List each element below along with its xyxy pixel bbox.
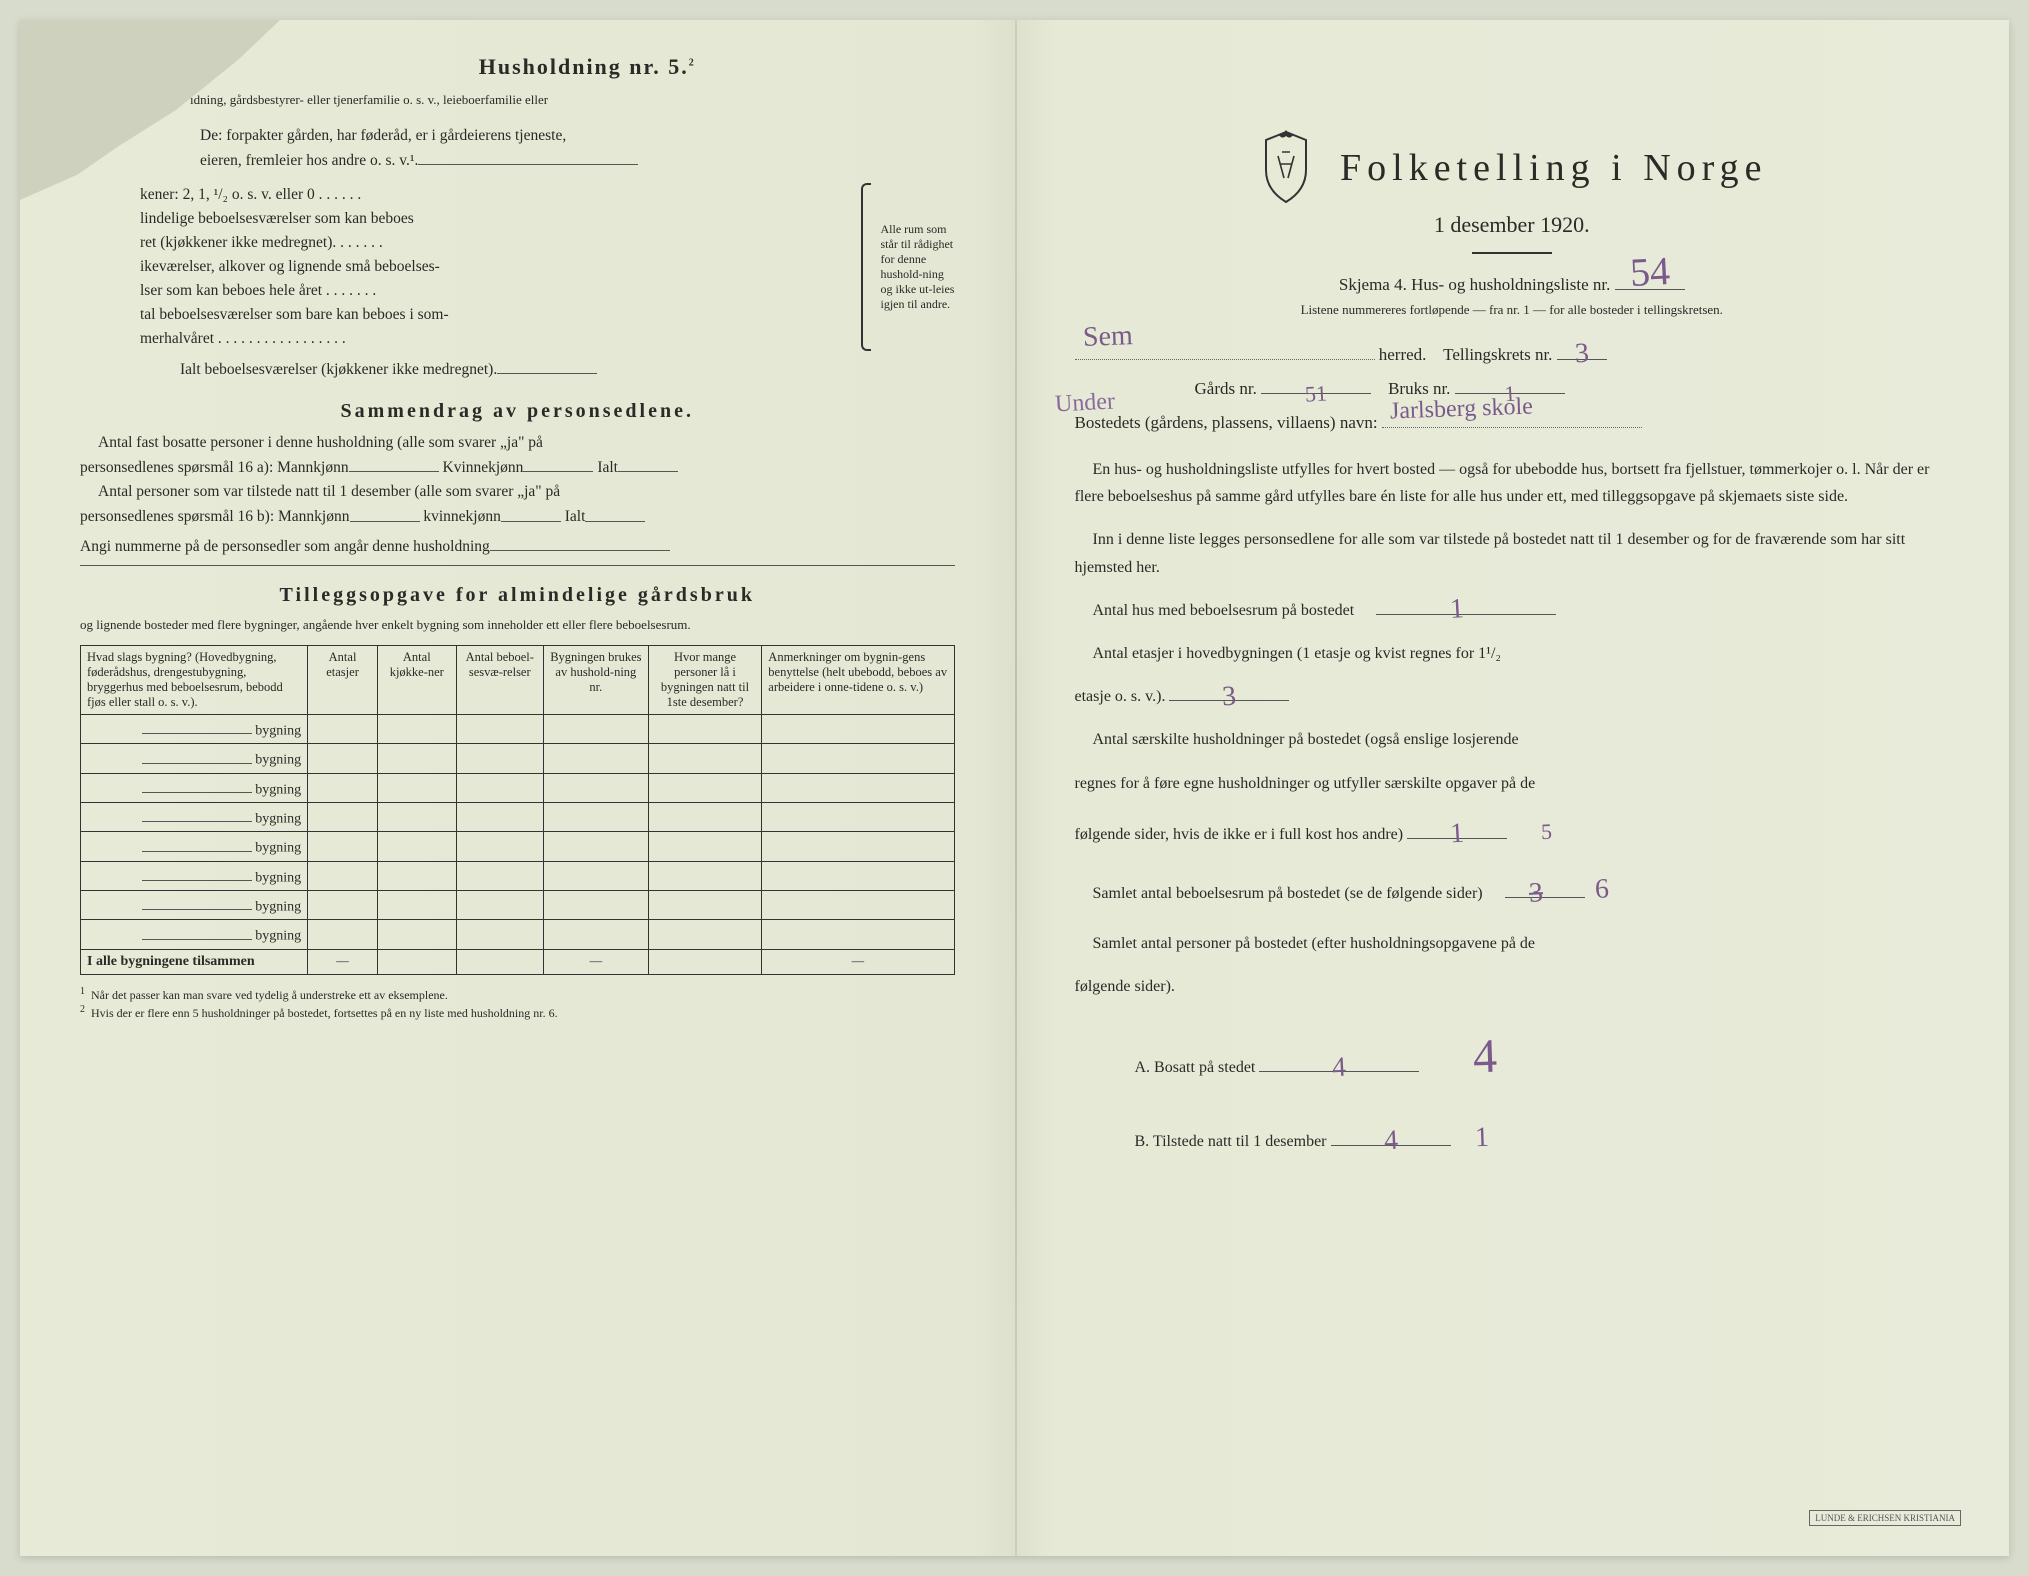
th-kjokkener: Antal kjøkke-ner: [377, 645, 456, 714]
q4-line: Samlet antal beboelsesrum på bostedet (s…: [1075, 866, 1950, 914]
bracket-line: lindelige beboelsesværelser som kan bebo…: [140, 207, 855, 231]
bracket-line: ret (kjøkkener ikke medregnet). . . . . …: [140, 231, 855, 255]
husholdning-header: Husholdning nr. 5.2: [220, 54, 955, 80]
title-row: Folketelling i Norge: [1075, 130, 1950, 206]
table-row: bygning: [81, 832, 955, 861]
th-personer: Hvor mange personer lå i bygningen natt …: [648, 645, 762, 714]
q3-line-a: Antal særskilte husholdninger på bostede…: [1075, 726, 1950, 753]
left-page: Husholdning nr. 5.2 idning, gårdsbestyre…: [20, 20, 1015, 1556]
q4-handwritten: 6: [1576, 866, 1610, 915]
th-brukes: Bygningen brukes av hushold-ning nr.: [543, 645, 648, 714]
q3-line-c: følgende sider, hvis de ikke er i full k…: [1075, 813, 1950, 850]
printer-mark: LUNDE & ERICHSEN KRISTIANIA: [1809, 1510, 1961, 1526]
skjema-line: Skjema 4. Hus- og husholdningsliste nr. …: [1075, 268, 1950, 302]
qA-handwritten: 4: [1331, 1043, 1347, 1091]
herred-handwritten: Sem: [1082, 308, 1134, 366]
husholdning-title-text: Husholdning nr. 5.: [479, 54, 689, 79]
footnote-2: Hvis der er flere enn 5 husholdninger på…: [91, 1006, 558, 1020]
sammendrag-title: Sammendrag av personsedlene.: [80, 400, 955, 423]
liste-nr-handwritten: 54: [1628, 231, 1672, 313]
qB-handwritten-2: 1: [1474, 1113, 1490, 1161]
q2-line-b: etasje o. s. v.). 3: [1075, 683, 1950, 710]
qB-line: B. Tilstede natt til 1 desember 4 1: [1135, 1114, 1950, 1162]
tillegg-title: Tilleggsopgave for almindelige gårdsbruk: [80, 584, 955, 607]
main-title: Folketelling i Norge: [1340, 146, 1768, 190]
sammendrag-p1b: personsedlenes spørsmål 16 a): Mannkjønn…: [80, 455, 955, 480]
para-2: Inn i denne liste legges personsedlene f…: [1075, 526, 1950, 580]
bosted-line: Bostedets (gårdens, plassens, villaens) …: [1075, 406, 1950, 440]
table-row: bygning: [81, 714, 955, 743]
curly-bracket: [861, 183, 871, 351]
bracket-line: lser som kan beboes hele året . . . . . …: [140, 279, 855, 303]
sammendrag-p2b: personsedlenes spørsmål 16 b): Mannkjønn…: [80, 504, 955, 529]
table-row: bygning: [81, 861, 955, 890]
ialt-line: Ialt beboelsesværelser (kjøkkener ikke m…: [180, 357, 955, 382]
bracket-note: Alle rum som står til rådighet for denne…: [877, 183, 955, 351]
herred-line: Sem herred. Tellingskrets nr. 3: [1075, 338, 1950, 372]
q1-line: Antal hus med beboelsesrum på bostedet 1: [1075, 597, 1950, 624]
q5-line-b: følgende sider).: [1075, 973, 1950, 1000]
bracket-line: merhalvåret . . . . . . . . . . . . . . …: [140, 327, 855, 351]
document-spread: Husholdning nr. 5.2 idning, gårdsbestyre…: [20, 20, 2009, 1556]
table-row: bygning: [81, 744, 955, 773]
sammendrag-p2: Antal personer som var tilstede natt til…: [80, 480, 955, 504]
fragment-line-2: eieren, fremleier hos andre o. s. v.¹.: [200, 148, 955, 173]
bygning-table: Hvad slags bygning? (Hovedbygning, føder…: [80, 645, 955, 975]
th-bygning: Hvad slags bygning? (Hovedbygning, føder…: [81, 645, 308, 714]
tillegg-sub: og lignende bosteder med flere bygninger…: [80, 615, 955, 635]
footnote-1: Når det passer kan man svare ved tydelig…: [91, 988, 448, 1002]
crest-icon: [1256, 130, 1316, 206]
table-header-row: Hvad slags bygning? (Hovedbygning, føder…: [81, 645, 955, 714]
table-row: bygning: [81, 920, 955, 949]
q3-handwritten-2: 5: [1540, 813, 1552, 851]
bracket-line: ikeværelser, alkover og lignende små beb…: [140, 255, 855, 279]
angi-line: Angi nummerne på de personsedler som ang…: [80, 534, 955, 559]
footnotes: 1 Når det passer kan man svare ved tydel…: [80, 985, 955, 1021]
sammendrag-p1: Antal fast bosatte personer i denne hush…: [80, 431, 955, 455]
th-etasjer: Antal etasjer: [308, 645, 378, 714]
q2-handwritten: 3: [1221, 672, 1237, 720]
fragment-line-1: De: forpakter gården, har føderåd, er i …: [200, 124, 955, 148]
gards-handwritten: 51: [1304, 371, 1328, 416]
q4-handwritten-strike: 3: [1509, 869, 1543, 918]
bracket-line: tal beboelsesværelser som bare kan beboe…: [140, 303, 855, 327]
bracket-lines: kener: 2, 1, ¹/₂ o. s. v. eller 0 . . . …: [140, 183, 855, 351]
table-body: bygning bygning bygning bygning bygning …: [81, 714, 955, 974]
margin-note-under: Under: [1054, 388, 1115, 418]
bracket-line: kener: 2, 1, ¹/₂ o. s. v. eller 0 . . . …: [140, 183, 855, 207]
listene-note: Listene nummereres fortløpende — fra nr.…: [1075, 302, 1950, 318]
table-row: bygning: [81, 773, 955, 802]
qB-handwritten: 4: [1382, 1117, 1398, 1165]
gards-line: Gårds nr. 51 Bruks nr. 1: [1195, 372, 1950, 406]
q3-handwritten: 1: [1449, 810, 1465, 858]
table-row: bygning: [81, 891, 955, 920]
para-1: En hus- og husholdningsliste utfylles fo…: [1075, 456, 1950, 510]
bosted-handwritten: Jarlsberg skole: [1389, 383, 1533, 436]
table-row: bygning: [81, 802, 955, 831]
census-date: 1 desember 1920.: [1075, 212, 1950, 238]
q2-line: Antal etasjer i hovedbygningen (1 etasje…: [1075, 640, 1950, 667]
tellingskrets-handwritten: 3: [1573, 326, 1590, 383]
right-page: Folketelling i Norge 1 desember 1920. Sk…: [1015, 20, 2010, 1556]
q3-line-b: regnes for å føre egne husholdninger og …: [1075, 770, 1950, 797]
husholdning-sup: 2: [689, 58, 696, 69]
husholdning-subtext: idning, gårdsbestyrer- eller tjenerfamil…: [190, 90, 955, 110]
q5-line-a: Samlet antal personer på bostedet (efter…: [1075, 930, 1950, 957]
title-rule: [1472, 252, 1552, 254]
qA-line: A. Bosatt på stedet 4 4: [1135, 1016, 1950, 1098]
divider: [80, 565, 955, 566]
th-anmerkninger: Anmerkninger om bygnin-gens benyttelse (…: [762, 645, 954, 714]
qA-handwritten-big: 4: [1472, 1016, 1499, 1098]
q1-handwritten: 1: [1431, 586, 1465, 635]
table-footer-row: I alle bygningene tilsammen———: [81, 949, 955, 974]
th-beboelses: Antal beboel-sesvæ-relser: [456, 645, 543, 714]
